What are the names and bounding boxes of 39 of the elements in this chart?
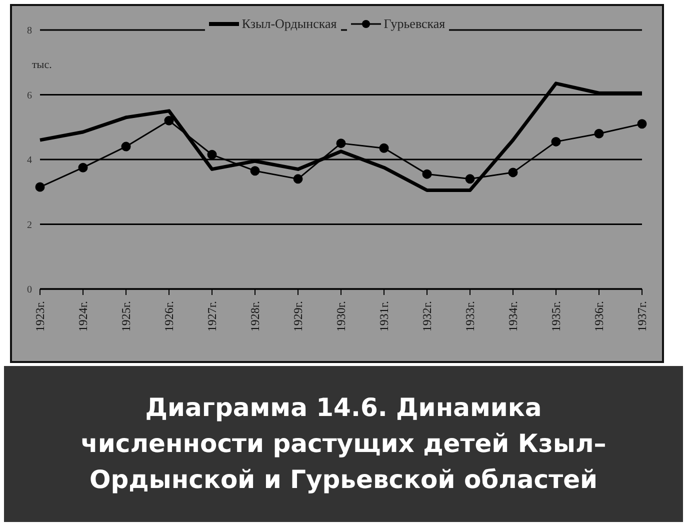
x-tick-label: 1928г. xyxy=(248,301,262,332)
x-tick-label: 1927г. xyxy=(205,301,219,332)
point xyxy=(293,174,303,184)
y-tick-label: 2 xyxy=(27,220,32,231)
y-axis-title: тыс. xyxy=(32,58,52,71)
text: Диаграмма 14.6. Динамика численности растущих детей Кзыл–Ордынской и Гурьевской областей xyxy=(80,392,608,496)
point xyxy=(551,136,561,146)
x-tick-label: 1930г. xyxy=(334,301,348,332)
point xyxy=(121,142,131,152)
point xyxy=(78,162,88,172)
x-tick-label: 1931г. xyxy=(377,301,391,332)
y-tick-label: 6 xyxy=(27,90,32,102)
point xyxy=(336,138,346,148)
point xyxy=(164,116,174,126)
point xyxy=(35,182,45,192)
point xyxy=(250,166,260,176)
x-tick-label: 1936г. xyxy=(592,301,606,332)
y-tick-label: 0 xyxy=(27,284,32,296)
point xyxy=(637,119,647,129)
x-tick-label: 1923г. xyxy=(33,301,47,332)
point xyxy=(422,169,432,179)
point xyxy=(379,143,389,153)
legend-label: Кзыл-Ордынская xyxy=(204,16,341,32)
x-tick-label: 1926г. xyxy=(162,301,176,332)
point xyxy=(465,174,475,184)
point xyxy=(508,168,518,178)
x-tick-label: 1932г. xyxy=(420,301,434,332)
x-tick-label: 1925г. xyxy=(119,301,133,332)
x-tick-label: 1934г. xyxy=(506,301,520,332)
x-tick-label: 1935г. xyxy=(549,301,563,332)
x-tick-label: 1924г. xyxy=(76,301,90,332)
x-tick-label: 1933г. xyxy=(463,301,477,332)
y-tick-label: 8 xyxy=(27,26,32,37)
legend-label: Гурьевская xyxy=(346,16,450,32)
x-tick-label: 1937г. xyxy=(635,301,649,332)
point xyxy=(594,128,604,138)
point xyxy=(207,150,217,160)
x-tick-label: 1929г. xyxy=(291,301,305,332)
y-tick-label: 4 xyxy=(27,155,32,166)
